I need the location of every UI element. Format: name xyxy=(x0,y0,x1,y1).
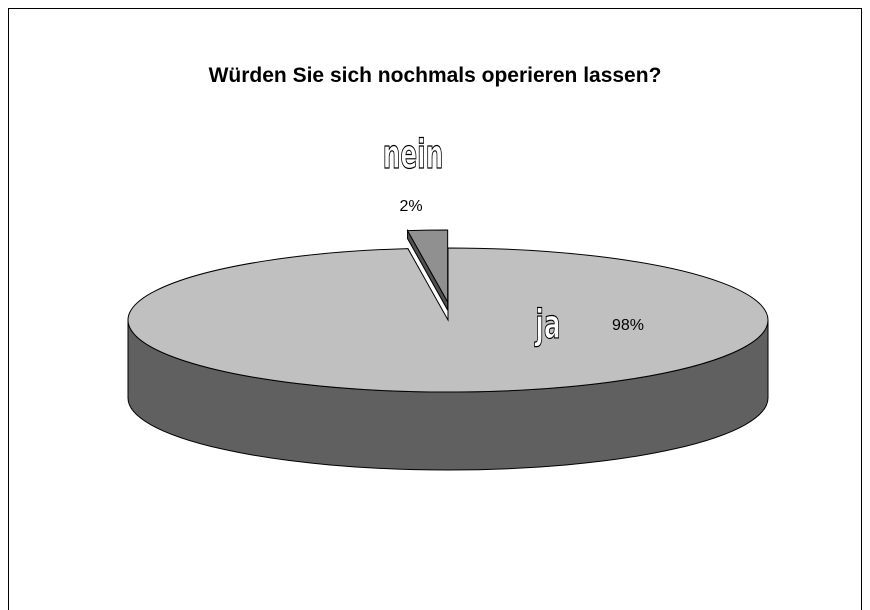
pie-slice xyxy=(406,229,449,304)
pie: ja 98% nein 2% xyxy=(127,130,769,471)
chart-title: Würden Sie sich nochmals operieren lasse… xyxy=(209,64,662,87)
value-label: 98% xyxy=(612,317,644,334)
chart-frame xyxy=(8,8,862,610)
category-label: ja xyxy=(534,301,561,348)
category-label: nein xyxy=(383,131,444,178)
pie-slice xyxy=(127,247,769,393)
value-label: 2% xyxy=(399,198,422,215)
